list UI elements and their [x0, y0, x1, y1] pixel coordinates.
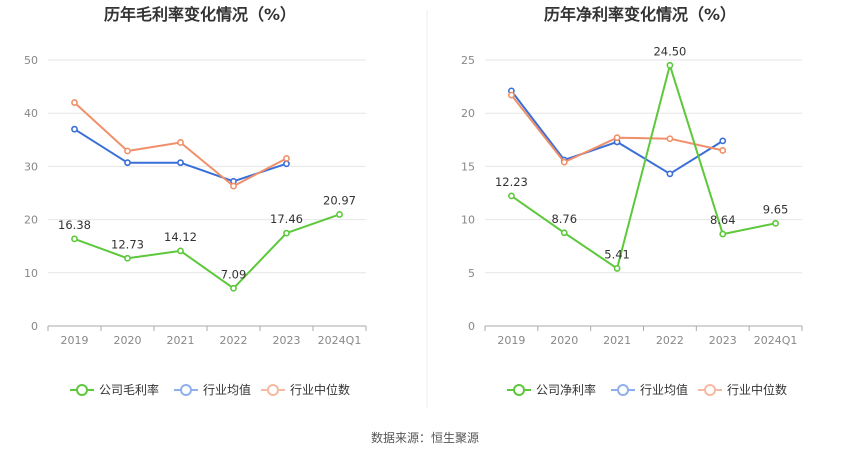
x-tick-label: 2021	[167, 334, 195, 347]
data-point-company	[772, 219, 779, 227]
data-point-industry_avg	[71, 125, 78, 133]
data-label: 8.76	[551, 212, 577, 226]
series-line-company	[74, 213, 340, 290]
series-line-industry_avg	[73, 128, 287, 183]
data-label: 7.09	[221, 267, 247, 281]
data-point-company	[508, 192, 515, 200]
legend-swatch-marker	[76, 384, 88, 396]
y-tick-label: 30	[24, 160, 38, 173]
data-point-industry_median	[613, 134, 621, 142]
data-point-industry_median	[177, 139, 184, 146]
legend-item-industry_avg: 行业均值	[174, 382, 251, 397]
y-tick-label: 0	[468, 320, 475, 333]
data-point-industry_median	[560, 158, 568, 166]
y-tick-label: 50	[24, 54, 38, 67]
data-point-company	[613, 265, 621, 272]
y-tick-label: 20	[24, 214, 38, 227]
net-margin-chart: 历年净利率变化情况（%） 0 5 10 15 20 25 2019 2020 2021 2022 20…	[461, 5, 803, 397]
x-tick-label: 2023	[273, 334, 301, 347]
x-tick-label: 2019	[497, 334, 525, 347]
data-label: 12.23	[495, 175, 528, 189]
data-point-industry_median	[283, 155, 290, 162]
legend-item-company: 公司净利率	[507, 382, 596, 397]
data-label: 17.46	[270, 212, 303, 226]
x-tick-label: 2023	[709, 334, 737, 347]
x-tick-label: 2020	[550, 334, 578, 347]
data-point-industry_median	[508, 91, 515, 99]
data-point-industry_median	[719, 147, 727, 154]
data-point-company	[71, 235, 78, 243]
legend-item-industry_avg: 行业均值	[611, 382, 688, 397]
legend-item-company: 公司毛利率	[70, 382, 159, 397]
y-tick-label: 20	[461, 107, 475, 120]
x-tick-label: 2024Q1	[754, 334, 798, 347]
y-tick-label: 15	[461, 160, 475, 173]
gross-margin-chart: 历年毛利率变化情况（%） 0 10 20 30 40 50 2019 2020 2021 2022 2…	[24, 5, 367, 397]
data-point-industry_avg	[177, 159, 184, 167]
series-line-industry_median	[510, 94, 724, 164]
chart-title: 历年净利率变化情况（%）	[544, 5, 736, 24]
data-point-industry_avg	[283, 160, 290, 168]
data-label: 5.41	[604, 247, 630, 261]
y-tick-label: 10	[461, 214, 475, 227]
legend-item-industry_median: 行业中位数	[698, 382, 787, 397]
data-point-industry_median	[230, 182, 237, 190]
y-tick-label: 5	[468, 267, 475, 280]
data-point-industry_avg	[719, 137, 727, 145]
x-tick-label: 2022	[220, 334, 248, 347]
legend-label: 行业均值	[640, 382, 688, 397]
data-point-company	[666, 61, 674, 69]
data-label: 12.73	[111, 237, 144, 251]
legend-label: 行业均值	[203, 382, 251, 397]
y-tick-label: 25	[461, 54, 475, 67]
x-tick-label: 2020	[114, 334, 142, 347]
x-tick-label: 2022	[656, 334, 684, 347]
legend-swatch-marker	[180, 384, 192, 396]
x-tick-label: 2024Q1	[318, 334, 362, 347]
data-point-company	[719, 230, 727, 238]
data-point-industry_median	[666, 135, 674, 143]
legend-label: 公司毛利率	[99, 382, 159, 397]
legend-swatch-marker	[513, 384, 525, 396]
data-point-company	[283, 229, 290, 237]
data-point-industry_median	[124, 147, 131, 155]
y-tick-label: 10	[24, 267, 38, 280]
legend-label: 公司净利率	[536, 382, 596, 397]
y-tick-label: 40	[24, 107, 38, 120]
data-point-industry_median	[71, 99, 78, 106]
y-tick-label: 0	[31, 320, 38, 333]
data-label: 20.97	[323, 193, 356, 207]
data-point-industry_avg	[124, 159, 131, 167]
chart-title: 历年毛利率变化情况（%）	[104, 5, 296, 24]
series-line-company	[510, 64, 776, 270]
data-point-company	[336, 211, 343, 218]
x-tick-label: 2021	[603, 334, 631, 347]
data-label: 24.50	[653, 44, 686, 58]
data-label: 9.65	[763, 202, 789, 216]
data-point-company	[230, 284, 237, 292]
legend-item-industry_median: 行业中位数	[261, 382, 350, 397]
data-point-company	[560, 229, 568, 237]
data-label: 8.64	[710, 213, 736, 227]
data-point-company	[177, 247, 184, 255]
data-point-industry_avg	[666, 170, 674, 178]
data-label: 14.12	[164, 230, 197, 244]
legend-label: 行业中位数	[727, 382, 787, 397]
x-tick-label: 2019	[61, 334, 89, 347]
legend-swatch-marker	[617, 384, 629, 396]
legend-swatch-marker	[704, 384, 716, 396]
data-label: 16.38	[58, 218, 91, 232]
legend-label: 行业中位数	[290, 382, 350, 397]
legend-swatch-marker	[267, 384, 279, 396]
data-source-note: 数据来源：恒生聚源	[371, 430, 479, 445]
data-point-company	[124, 254, 131, 262]
